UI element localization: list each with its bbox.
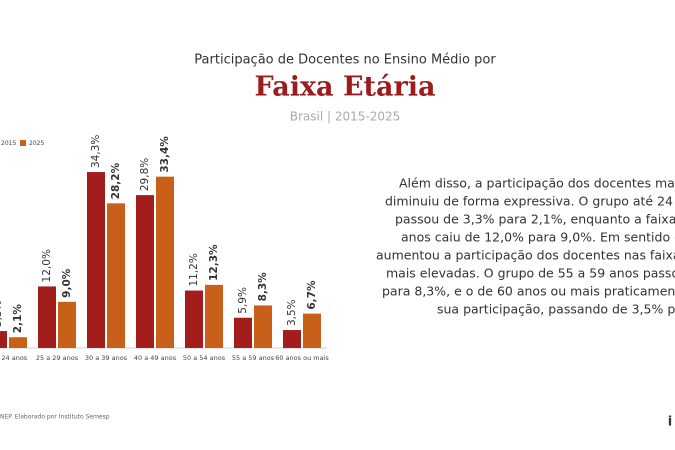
- chart-subtitle: Faixa Etária: [255, 72, 436, 103]
- legend-swatch: [20, 140, 26, 146]
- bar: [87, 172, 105, 348]
- value-label: 34,3%: [90, 135, 102, 168]
- value-label: 29,8%: [139, 158, 151, 191]
- bar: [185, 290, 203, 348]
- value-label: 8,3%: [257, 272, 269, 302]
- bar: [9, 337, 27, 348]
- x-tick-label: até 24 anos: [0, 354, 28, 362]
- value-label: 9,0%: [61, 268, 73, 298]
- x-tick-label: 40 a 49 anos: [134, 354, 177, 362]
- bar: [205, 284, 223, 348]
- value-label: 33,4%: [159, 136, 171, 173]
- value-label: 3,3%: [0, 300, 4, 327]
- bar: [0, 331, 7, 348]
- legend-label: 2025: [29, 140, 44, 147]
- value-label: 6,7%: [306, 280, 318, 310]
- bar: [303, 313, 321, 348]
- paragraph-line: Além disso, a participação dos docentes …: [399, 176, 675, 191]
- x-tick-label: 55 a 59 anos: [232, 354, 275, 362]
- chart-caption: Brasil | 2015-2025: [290, 110, 401, 124]
- bar: [107, 203, 125, 348]
- x-tick-label: 60 anos ou mais: [275, 354, 329, 362]
- paragraph-line: anos caiu de 12,0% para 9,0%. Em sentido…: [401, 230, 675, 245]
- paragraph-line: diminuiu de forma expressiva. O grupo at…: [385, 194, 675, 209]
- value-label: 5,9%: [237, 287, 249, 314]
- x-tick-label: 25 a 29 anos: [36, 354, 79, 362]
- value-label: 3,5%: [286, 299, 298, 326]
- value-label: 28,2%: [110, 162, 122, 199]
- value-label: 12,0%: [41, 249, 53, 282]
- x-tick-label: 50 a 54 anos: [183, 354, 226, 362]
- paragraph-line: mais elevadas. O grupo de 55 a 59 anos p…: [386, 266, 675, 281]
- bar: [156, 176, 174, 348]
- paragraph-line: para 8,3%, e o de 60 anos ou mais pratic…: [382, 284, 675, 299]
- chart-title: Participação de Docentes no Ensino Médio…: [194, 53, 496, 68]
- bar: [254, 305, 272, 348]
- value-label: 2,1%: [12, 304, 24, 334]
- x-tick-label: 30 a 39 anos: [85, 354, 128, 362]
- paragraph-line: passou de 3,3% para 2,1%, enquanto a fai…: [395, 212, 675, 227]
- value-label: 11,2%: [188, 253, 200, 286]
- legend-label: 2015: [1, 140, 16, 147]
- corner-mark: i: [668, 415, 672, 430]
- paragraph-line: sua participação, passando de 3,5% para …: [437, 302, 675, 317]
- bar: [234, 317, 252, 348]
- bar: [136, 195, 154, 348]
- source: NEP. Elaborado por Instituto Semesp: [0, 414, 110, 421]
- value-label: 12,3%: [208, 244, 220, 281]
- bar: [58, 301, 76, 348]
- bar: [38, 286, 56, 348]
- paragraph-line: aumentou a participação dos docentes nas…: [376, 248, 675, 263]
- bar: [283, 330, 301, 348]
